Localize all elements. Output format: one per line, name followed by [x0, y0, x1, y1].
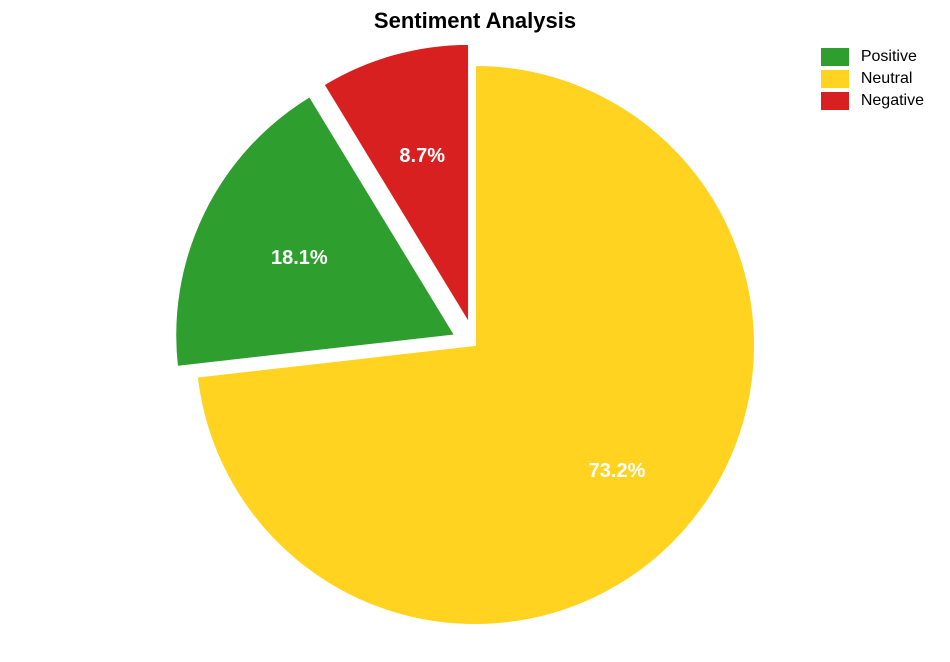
legend-label-negative: Negative [861, 92, 924, 110]
legend-item-neutral: Neutral [821, 70, 924, 88]
legend-item-negative: Negative [821, 92, 924, 110]
legend-swatch-positive [821, 48, 849, 66]
legend-label-positive: Positive [861, 48, 917, 66]
pie-label-neutral: 73.2% [589, 460, 646, 482]
pie-label-positive: 18.1% [271, 247, 328, 269]
legend-swatch-neutral [821, 70, 849, 88]
legend-label-neutral: Neutral [861, 70, 913, 88]
legend-item-positive: Positive [821, 48, 924, 66]
legend: Positive Neutral Negative [821, 48, 924, 114]
legend-swatch-negative [821, 92, 849, 110]
pie-chart-svg: 73.2% 18.1% 8.7% [0, 0, 950, 662]
pie-label-negative: 8.7% [399, 145, 445, 167]
chart-container: Sentiment Analysis 73.2%18.1%8.7% Positi… [0, 0, 950, 662]
